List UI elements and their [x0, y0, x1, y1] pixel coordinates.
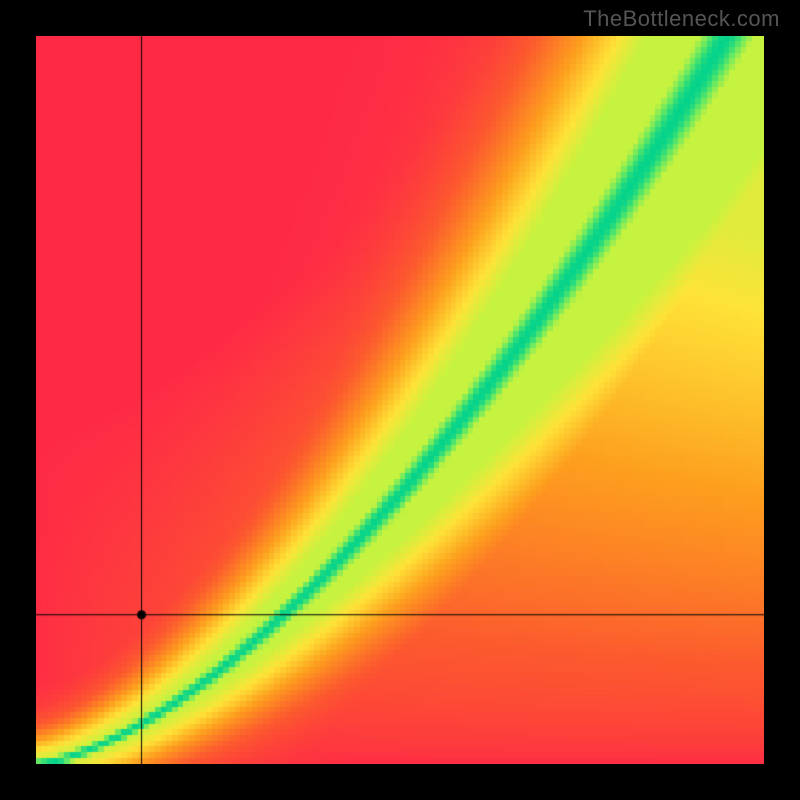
heatmap-canvas	[36, 36, 764, 764]
chart-container: TheBottleneck.com	[0, 0, 800, 800]
watermark-label: TheBottleneck.com	[583, 6, 780, 32]
